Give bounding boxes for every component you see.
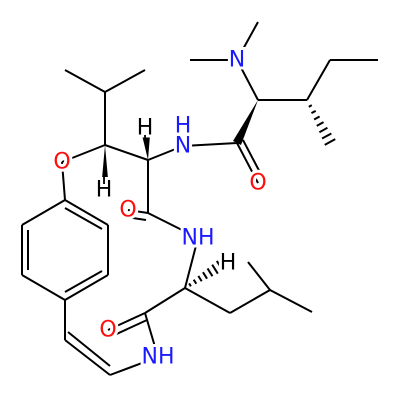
bond xyxy=(247,261,271,291)
bond xyxy=(182,142,238,147)
bond xyxy=(184,287,231,314)
bond xyxy=(206,267,214,277)
bond xyxy=(125,216,147,221)
bond xyxy=(64,207,103,230)
stereo-bonds xyxy=(101,100,258,190)
bond xyxy=(144,312,159,358)
bond xyxy=(211,264,219,275)
atom-label: H xyxy=(137,116,154,141)
bond xyxy=(64,270,103,293)
bond xyxy=(242,139,265,181)
bond xyxy=(61,144,106,163)
bond xyxy=(306,59,331,101)
bond xyxy=(64,339,111,376)
bond xyxy=(21,199,66,226)
bonds xyxy=(21,21,378,376)
bond xyxy=(236,142,259,184)
atom-label: NH xyxy=(142,345,175,370)
bond xyxy=(269,289,313,313)
bond xyxy=(147,145,184,161)
bond xyxy=(316,121,325,127)
bond xyxy=(144,287,186,314)
atom-label: O xyxy=(249,171,266,196)
atom-label: O xyxy=(119,198,136,223)
atom-label: O xyxy=(53,150,70,175)
atom-label: H xyxy=(96,178,113,203)
atom-label: H xyxy=(220,251,237,276)
hashed-bonds xyxy=(188,104,336,287)
bond xyxy=(64,69,106,93)
bond xyxy=(236,21,259,61)
bond xyxy=(308,104,313,108)
atom-label: NH xyxy=(182,226,215,251)
wedge-bond xyxy=(142,135,150,160)
bond xyxy=(192,279,198,285)
bond xyxy=(109,319,148,338)
bond xyxy=(188,282,192,287)
bond xyxy=(236,59,259,101)
bond xyxy=(109,356,159,376)
atom-label: N xyxy=(175,134,191,159)
bond xyxy=(229,289,271,314)
bond xyxy=(107,312,146,331)
bond xyxy=(64,199,109,226)
atom-label: H xyxy=(175,114,192,139)
bond xyxy=(64,274,109,301)
bond xyxy=(318,126,328,134)
bond xyxy=(321,132,332,140)
atom-label: N xyxy=(229,48,245,73)
bond xyxy=(184,237,199,289)
bond xyxy=(202,271,208,280)
bond xyxy=(104,69,146,93)
bond xyxy=(324,138,336,146)
atom-label: O xyxy=(99,318,116,343)
bond xyxy=(67,331,111,367)
wedge-bond xyxy=(233,100,258,145)
bond xyxy=(127,209,149,214)
wedge-bond xyxy=(101,145,109,190)
bond xyxy=(21,274,66,301)
bond xyxy=(215,260,225,272)
bond xyxy=(147,212,199,239)
bond xyxy=(104,144,149,161)
bond xyxy=(313,115,321,121)
bond xyxy=(197,275,203,282)
bond xyxy=(61,161,66,201)
bond xyxy=(310,109,317,115)
